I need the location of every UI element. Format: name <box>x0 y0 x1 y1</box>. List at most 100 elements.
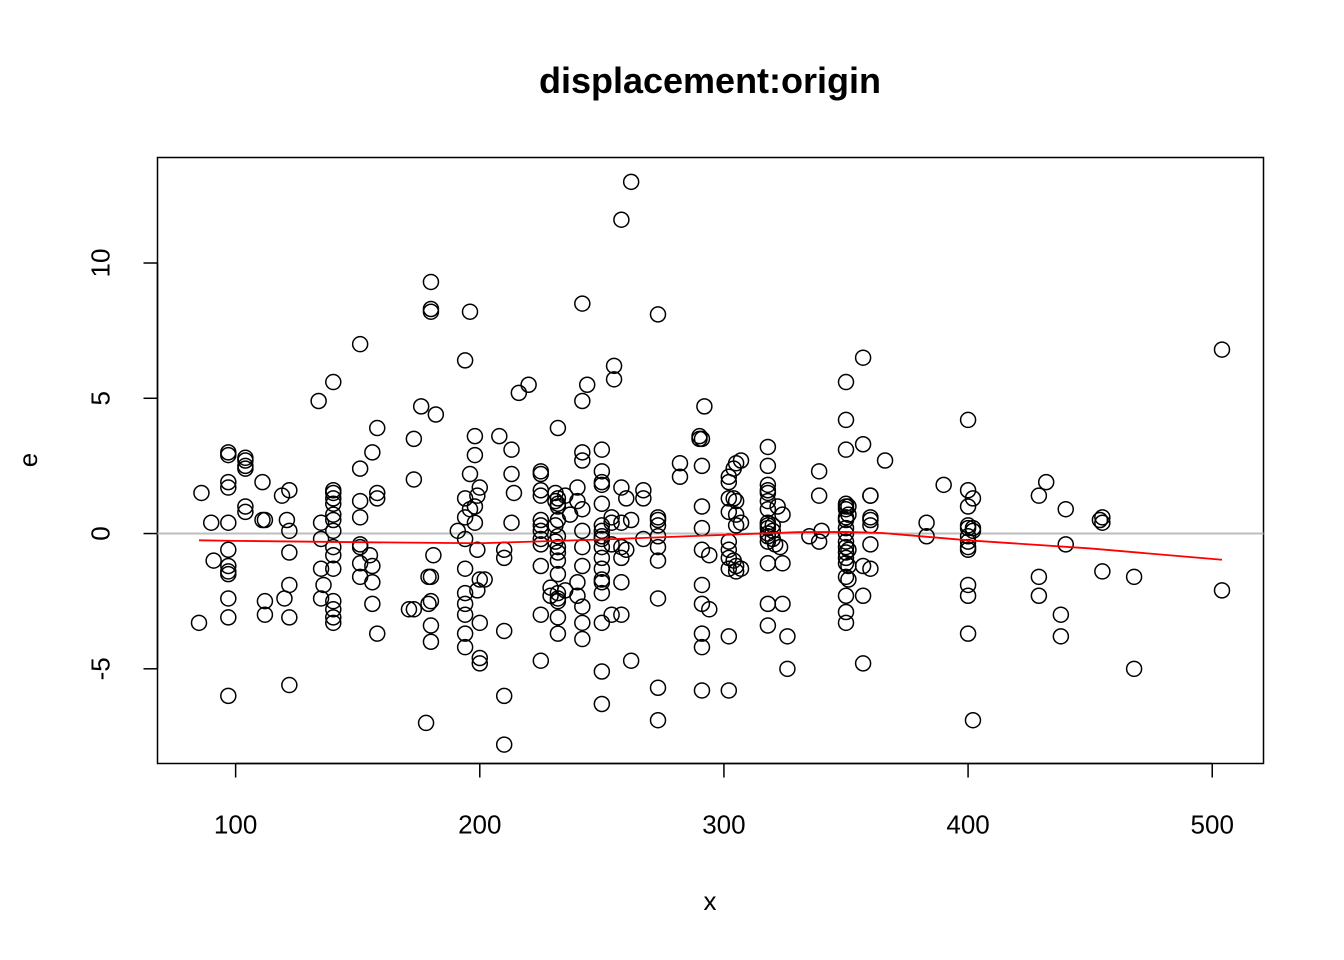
data-point <box>693 430 711 448</box>
data-point <box>325 546 342 564</box>
data-point <box>593 573 611 591</box>
data-point <box>351 538 369 556</box>
data-point <box>456 584 474 602</box>
data-point <box>256 606 274 623</box>
x-tick-label: 500 <box>1191 810 1234 840</box>
data-point <box>1052 606 1070 623</box>
data-point <box>312 514 330 531</box>
data-point <box>220 609 237 626</box>
data-point <box>774 555 791 572</box>
data-point <box>810 533 828 550</box>
data-point <box>549 565 567 583</box>
data-point <box>759 617 777 634</box>
data-point <box>456 606 474 623</box>
data-point <box>276 590 293 607</box>
data-point <box>862 511 879 529</box>
y-tick-label: 0 <box>86 526 116 540</box>
data-point <box>549 419 567 437</box>
data-point <box>593 614 611 632</box>
data-point <box>720 490 738 507</box>
data-point <box>368 419 386 437</box>
data-point <box>649 517 667 534</box>
data-point <box>220 473 237 491</box>
data-point <box>237 452 254 469</box>
data-point <box>759 438 777 456</box>
data-point <box>532 522 550 540</box>
data-point <box>720 560 738 577</box>
data-point <box>837 614 855 632</box>
data-point <box>400 601 418 618</box>
data-point <box>840 571 857 588</box>
data-point <box>837 538 855 556</box>
data-point <box>549 538 567 556</box>
data-point <box>696 398 713 415</box>
data-point <box>854 557 872 575</box>
data-point <box>593 495 611 513</box>
data-point <box>412 398 430 415</box>
data-point <box>325 601 342 618</box>
data-point <box>649 552 667 569</box>
data-point <box>959 576 977 594</box>
data-point <box>693 682 711 699</box>
data-point <box>1094 509 1111 526</box>
data-point <box>862 536 879 553</box>
data-point <box>732 452 750 469</box>
data-point <box>205 552 222 569</box>
data-point <box>325 614 342 632</box>
x-axis: 100 200 300 400 500 <box>214 762 1234 840</box>
data-point <box>420 595 437 613</box>
data-point <box>220 557 237 575</box>
data-point <box>720 628 738 645</box>
data-point <box>549 528 567 545</box>
data-point <box>959 411 977 429</box>
data-point <box>1030 587 1048 605</box>
data-point <box>574 452 591 469</box>
data-point <box>605 371 623 388</box>
data-point <box>325 511 342 529</box>
data-point <box>837 533 855 550</box>
data-point <box>837 603 855 621</box>
data-point <box>220 565 237 583</box>
data-point <box>593 549 611 567</box>
data-point <box>1125 660 1143 678</box>
data-point <box>549 584 567 602</box>
data-point <box>727 506 745 523</box>
data-point <box>840 506 857 523</box>
data-point <box>635 482 652 499</box>
data-point <box>876 452 894 469</box>
data-point <box>1030 568 1048 586</box>
data-point <box>779 628 796 645</box>
data-point <box>837 568 855 586</box>
data-point <box>574 500 591 518</box>
data-point <box>603 514 620 531</box>
data-point <box>837 549 855 567</box>
data-point <box>193 484 210 502</box>
data-point <box>422 617 440 634</box>
data-point <box>959 587 977 605</box>
data-point <box>840 541 857 559</box>
y-tick-label: 5 <box>86 391 116 405</box>
data-point <box>466 427 484 445</box>
data-point <box>549 625 567 642</box>
data-point <box>759 595 777 613</box>
data-point <box>649 511 667 529</box>
data-point <box>759 484 777 502</box>
data-point <box>593 463 611 480</box>
data-point <box>693 625 711 642</box>
data-point <box>456 490 474 507</box>
data-point <box>405 471 423 488</box>
data-point <box>701 601 718 618</box>
data-point <box>578 376 596 393</box>
data-point <box>456 595 474 613</box>
data-point <box>649 679 667 696</box>
x-tick-label: 200 <box>458 810 501 840</box>
x-tick-label: 400 <box>946 810 989 840</box>
data-point <box>471 479 489 496</box>
data-point <box>471 655 489 672</box>
data-point <box>774 595 791 613</box>
data-point <box>574 598 591 615</box>
data-point <box>862 560 879 577</box>
data-point <box>837 373 855 391</box>
data-point <box>351 335 369 353</box>
